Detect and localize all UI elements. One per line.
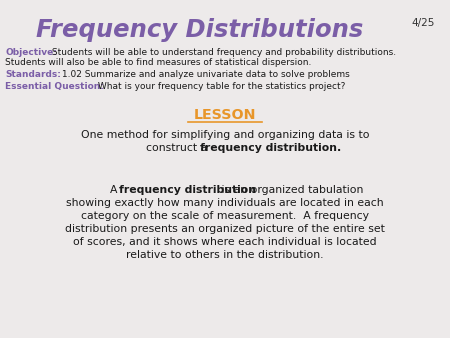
Text: is an organized tabulation: is an organized tabulation	[218, 185, 364, 195]
Text: Essential Question:: Essential Question:	[5, 82, 104, 91]
Text: A: A	[110, 185, 121, 195]
Text: Standards:: Standards:	[5, 70, 61, 79]
Text: What is your frequency table for the statistics project?: What is your frequency table for the sta…	[95, 82, 346, 91]
Text: 1.02 Summarize and analyze univariate data to solve problems: 1.02 Summarize and analyze univariate da…	[59, 70, 350, 79]
Text: distribution presents an organized picture of the entire set: distribution presents an organized pictu…	[65, 224, 385, 234]
Text: category on the scale of measurement.  A frequency: category on the scale of measurement. A …	[81, 211, 369, 221]
Text: 4/25: 4/25	[412, 18, 435, 28]
Text: frequency distribution: frequency distribution	[119, 185, 256, 195]
Text: relative to others in the distribution.: relative to others in the distribution.	[126, 250, 324, 260]
Text: construct a: construct a	[146, 143, 211, 153]
Text: One method for simplifying and organizing data is to: One method for simplifying and organizin…	[81, 130, 369, 140]
Text: LESSON: LESSON	[194, 108, 256, 122]
Text: Students will be able to understand frequency and probability distributions.: Students will be able to understand freq…	[49, 48, 396, 57]
Text: frequency distribution.: frequency distribution.	[200, 143, 342, 153]
Text: Students will also be able to find measures of statistical dispersion.: Students will also be able to find measu…	[5, 58, 311, 67]
Text: Frequency Distributions: Frequency Distributions	[36, 18, 364, 42]
Text: of scores, and it shows where each individual is located: of scores, and it shows where each indiv…	[73, 237, 377, 247]
Text: showing exactly how many individuals are located in each: showing exactly how many individuals are…	[66, 198, 384, 208]
Text: Objective:: Objective:	[5, 48, 57, 57]
